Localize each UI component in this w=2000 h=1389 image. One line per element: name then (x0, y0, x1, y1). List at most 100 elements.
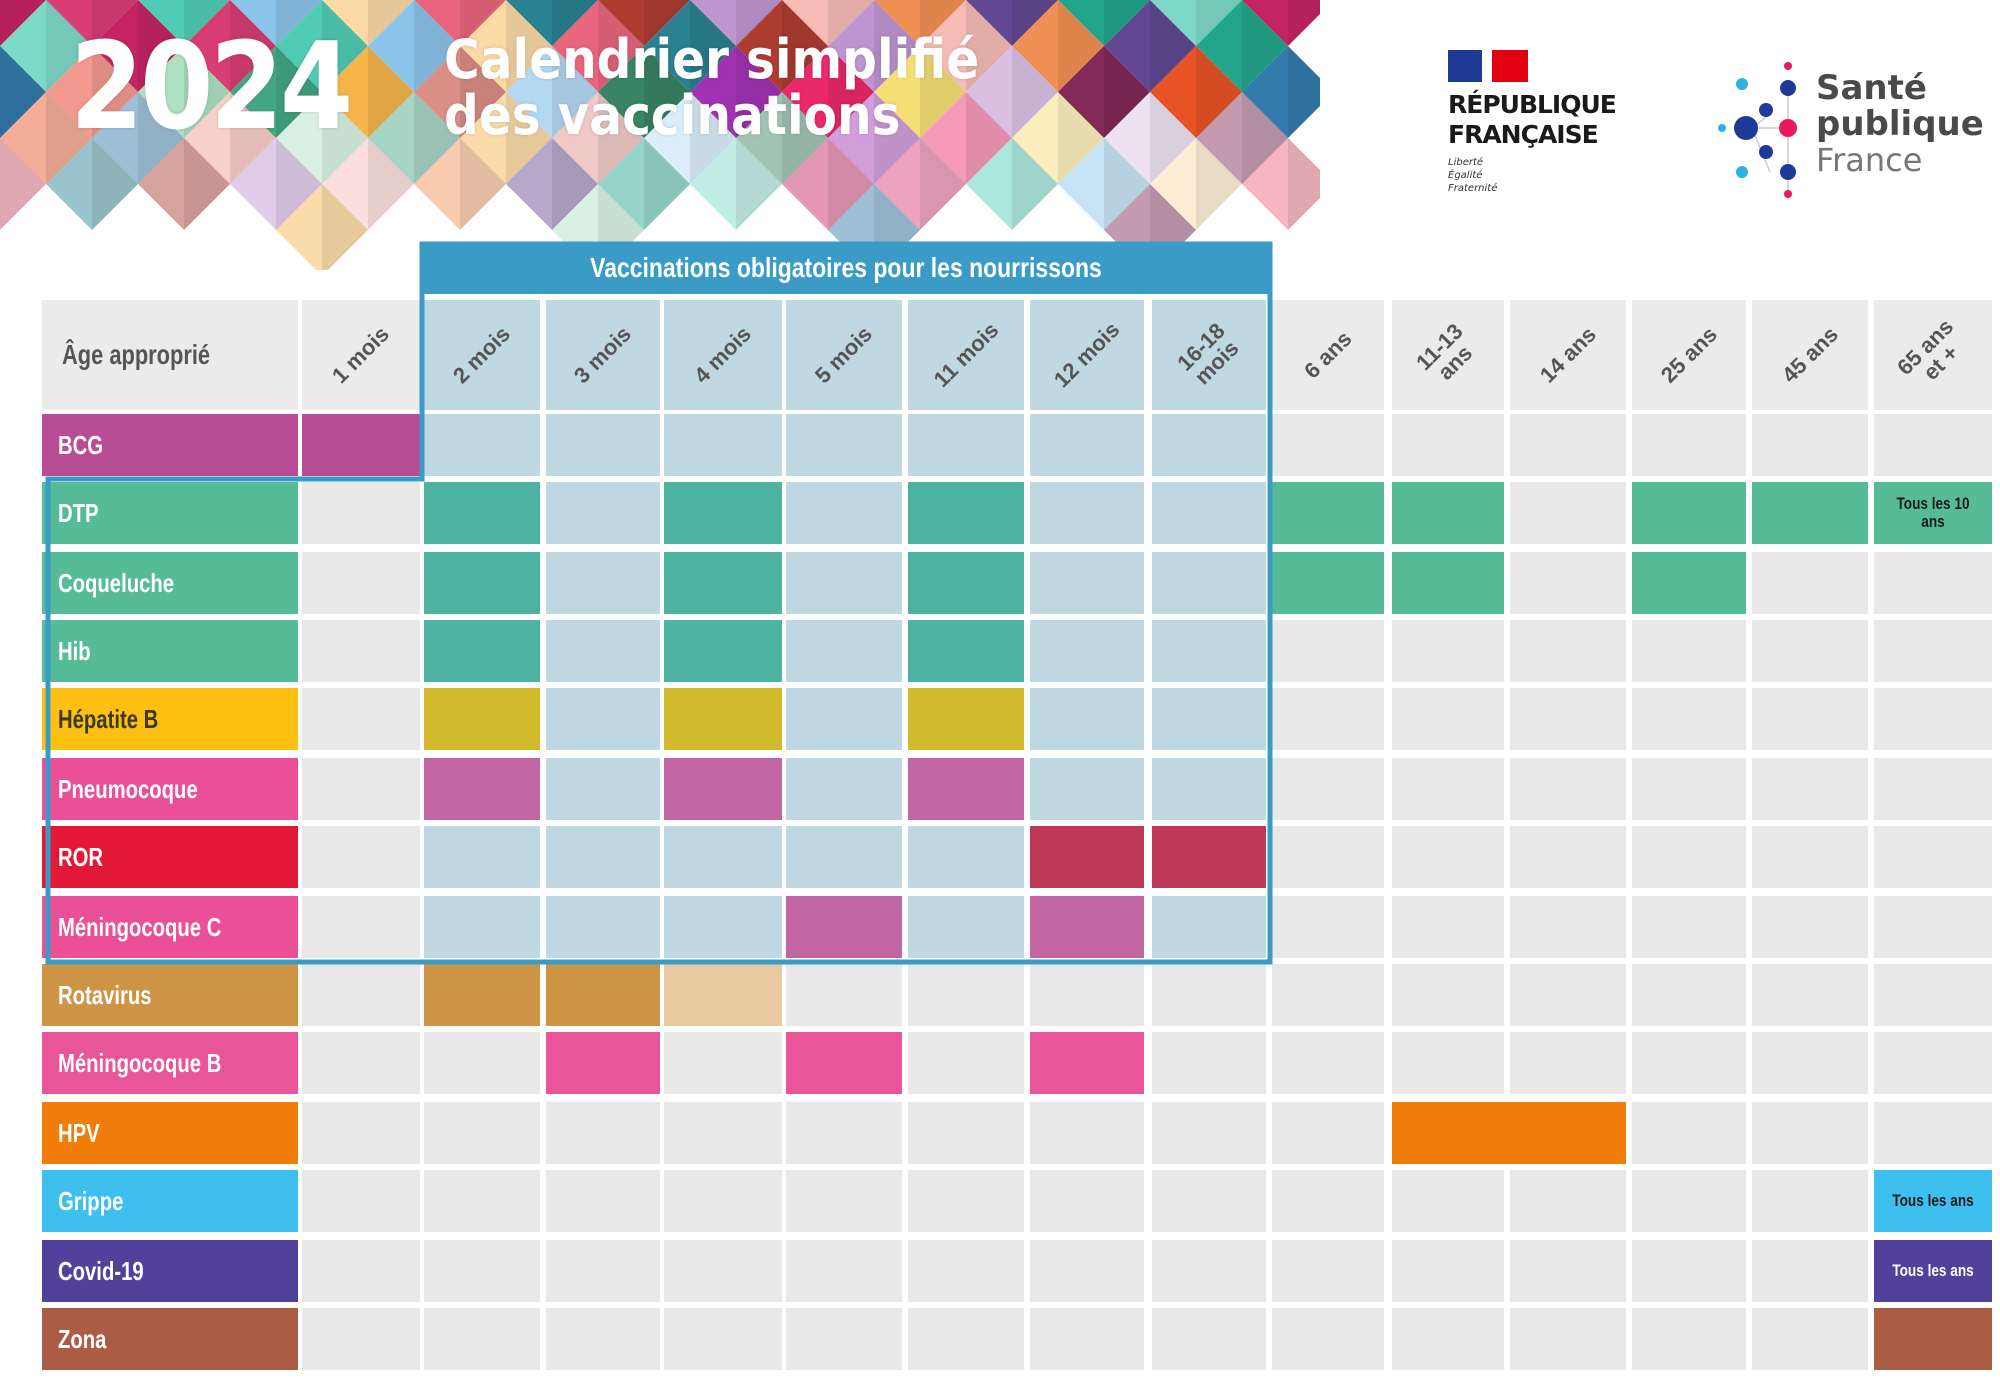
empty-cell (1752, 758, 1868, 820)
empty-cell (1030, 1308, 1144, 1370)
empty-cell (1272, 1240, 1384, 1302)
dose-cell (1272, 552, 1384, 614)
empty-cell (546, 414, 660, 476)
mosaic-banner (0, 0, 1320, 270)
empty-cell (424, 414, 540, 476)
empty-cell (664, 1308, 782, 1370)
column-header: 1 mois (302, 300, 420, 410)
empty-cell (1752, 1032, 1868, 1094)
empty-cell (1632, 1032, 1746, 1094)
dose-cell (424, 758, 540, 820)
empty-cell (908, 1308, 1024, 1370)
empty-cell (786, 552, 902, 614)
column-header: 6 ans (1272, 300, 1384, 410)
empty-cell (1752, 1308, 1868, 1370)
empty-cell (1632, 896, 1746, 958)
empty-cell (1510, 758, 1626, 820)
empty-cell (1152, 688, 1266, 750)
empty-cell (546, 758, 660, 820)
vaccine-label: Méningocoque C (42, 896, 298, 958)
empty-cell (1272, 1032, 1384, 1094)
empty-cell (424, 1170, 540, 1232)
empty-cell (1152, 620, 1266, 682)
dose-cell (664, 758, 782, 820)
empty-cell (786, 1102, 902, 1164)
dose-cell (664, 552, 782, 614)
empty-cell (664, 896, 782, 958)
dose-cell (1030, 896, 1144, 958)
empty-cell (1510, 688, 1626, 750)
dose-cell: Tous les 10 ans (1874, 482, 1992, 544)
empty-cell (302, 826, 420, 888)
empty-cell (302, 896, 420, 958)
empty-cell (1152, 964, 1266, 1026)
empty-cell (1030, 964, 1144, 1026)
title-line-1: Calendrier simplifié (444, 28, 980, 91)
empty-cell (1030, 758, 1144, 820)
empty-cell (1632, 758, 1746, 820)
empty-cell (1030, 414, 1144, 476)
dose-cell (908, 758, 1024, 820)
empty-cell (1030, 552, 1144, 614)
empty-cell (302, 964, 420, 1026)
empty-cell (1874, 688, 1992, 750)
republique-name: RÉPUBLIQUE FRANÇAISE (1448, 90, 1617, 149)
empty-cell (1152, 1102, 1266, 1164)
dose-cell (664, 482, 782, 544)
empty-cell (908, 1102, 1024, 1164)
column-header: 11 mois (908, 300, 1024, 410)
empty-cell (1152, 1170, 1266, 1232)
empty-cell (1874, 620, 1992, 682)
empty-cell (1152, 896, 1266, 958)
empty-cell (1152, 758, 1266, 820)
empty-cell (302, 552, 420, 614)
empty-cell (1030, 688, 1144, 750)
empty-cell (1272, 620, 1384, 682)
empty-cell (664, 1032, 782, 1094)
empty-cell (424, 1102, 540, 1164)
dose-cell (1874, 1308, 1992, 1370)
marianne-flag-icon (1448, 50, 1528, 82)
dose-cell (546, 1032, 660, 1094)
empty-cell (664, 1240, 782, 1302)
empty-cell (664, 414, 782, 476)
empty-cell (1392, 1170, 1504, 1232)
empty-cell (1392, 826, 1504, 888)
empty-cell (1752, 1102, 1868, 1164)
empty-cell (908, 964, 1024, 1026)
empty-cell (1272, 896, 1384, 958)
empty-cell (786, 414, 902, 476)
column-header: 65 ans et + (1874, 300, 1992, 410)
empty-cell (546, 620, 660, 682)
empty-cell (1510, 414, 1626, 476)
empty-cell (1272, 826, 1384, 888)
empty-cell (1510, 964, 1626, 1026)
page-title: Calendrier simplifié des vaccinations (444, 32, 979, 144)
republique-francaise-logo: RÉPUBLIQUE FRANÇAISE Liberté Égalité Fra… (1448, 50, 1648, 195)
empty-cell (908, 414, 1024, 476)
column-header: 11-13 ans (1392, 300, 1504, 410)
republique-motto: Liberté Égalité Fraternité (1448, 157, 1498, 194)
empty-cell (1752, 896, 1868, 958)
empty-cell (908, 896, 1024, 958)
dose-cell (546, 964, 660, 1026)
dose-cell (1752, 482, 1868, 544)
dose-cell (908, 620, 1024, 682)
empty-cell (1510, 896, 1626, 958)
empty-cell (1152, 1032, 1266, 1094)
sante-publique-name: Santé publique France (1816, 68, 1984, 179)
empty-cell (1632, 826, 1746, 888)
empty-cell (1752, 620, 1868, 682)
vaccine-label: Hépatite B (42, 688, 298, 750)
column-header: 12 mois (1030, 300, 1144, 410)
empty-cell (1392, 1308, 1504, 1370)
empty-cell (546, 896, 660, 958)
empty-cell (1030, 620, 1144, 682)
empty-cell (1510, 826, 1626, 888)
empty-cell (1632, 1308, 1746, 1370)
empty-cell (302, 1308, 420, 1370)
empty-cell (1272, 1308, 1384, 1370)
vaccine-label: Pneumocoque (42, 758, 298, 820)
molecule-dots-icon (1718, 62, 1797, 200)
